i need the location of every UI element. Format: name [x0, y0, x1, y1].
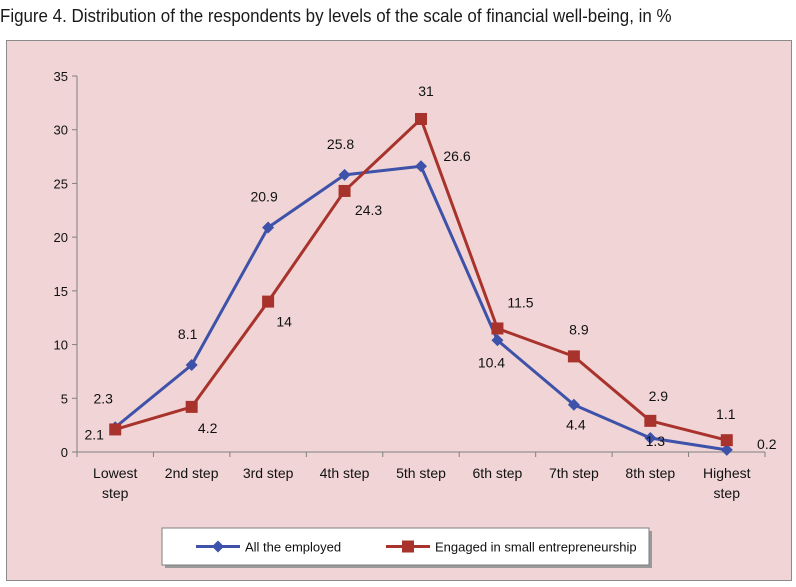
data-point-square	[644, 414, 657, 427]
data-point-diamond	[262, 221, 275, 234]
chart-area: 0 5 10 15 20 25 30 35 Lowest step 2nd step 3rd step…	[6, 40, 792, 581]
data-label: 1.1	[716, 406, 736, 422]
y-tick-label: 35	[54, 69, 68, 84]
y-tick-label: 10	[54, 338, 68, 353]
y-tick-label: 25	[54, 176, 68, 191]
x-tick-label: step	[102, 485, 129, 501]
data-point-diamond	[185, 358, 198, 371]
legend-marker-diamond	[212, 540, 224, 553]
data-label: 2.1	[84, 426, 104, 442]
data-point-square	[720, 434, 733, 447]
data-label: 14	[276, 314, 292, 330]
data-label: 2.3	[93, 390, 113, 406]
data-point-square	[567, 350, 580, 363]
data-label: 0.2	[757, 436, 777, 452]
data-label: 25.8	[327, 136, 354, 152]
data-label: 2.9	[649, 388, 669, 404]
data-label: 11.5	[507, 294, 533, 310]
data-point-square	[338, 184, 351, 197]
x-tick-label: 7th step	[549, 465, 599, 481]
data-label: 1.3	[646, 433, 666, 449]
data-label: 10.4	[478, 354, 505, 370]
x-tick-label: 3rd step	[243, 465, 294, 481]
data-point-diamond	[338, 168, 351, 181]
data-label: 4.2	[198, 420, 218, 436]
legend-label: Engaged in small entrepreneurship	[435, 540, 637, 555]
data-point-diamond	[415, 160, 427, 173]
data-point-diamond	[491, 334, 504, 347]
line-chart: 0 5 10 15 20 25 30 35 Lowest step 2nd step 3rd step…	[54, 69, 777, 568]
data-label: 8.1	[178, 326, 198, 342]
data-label: 4.4	[566, 417, 586, 433]
legend-marker-square	[402, 540, 414, 553]
data-label: 8.9	[569, 321, 589, 337]
data-point-square	[185, 400, 198, 413]
figure-title: Figure 4. Distribution of the respondent…	[0, 6, 672, 26]
data-label: 20.9	[250, 188, 277, 204]
x-tick-label: 5th step	[396, 465, 446, 481]
y-tick-label: 30	[54, 123, 68, 138]
x-tick-label: Lowest	[93, 465, 137, 481]
y-tick-label: 5	[61, 391, 68, 406]
data-label: 24.3	[355, 202, 382, 218]
data-label: 26.6	[443, 148, 470, 164]
x-tick-label: 4th step	[320, 465, 370, 481]
x-tick-label: 8th step	[625, 465, 675, 481]
data-point-square	[109, 423, 122, 436]
x-tick-label: 2nd step	[165, 465, 219, 481]
y-tick-label: 0	[61, 445, 68, 460]
y-tick-label: 20	[54, 230, 68, 245]
data-point-square	[491, 322, 504, 335]
x-tick-label: 6th step	[473, 465, 523, 481]
y-tick-label: 15	[54, 284, 68, 299]
x-tick-label: Highest	[703, 465, 751, 481]
data-point-square	[415, 112, 427, 125]
data-point-square	[262, 295, 275, 308]
data-point-diamond	[567, 398, 580, 411]
data-point-diamond	[644, 432, 657, 445]
legend-label: All the employed	[245, 540, 341, 555]
data-label: 31	[418, 83, 434, 99]
x-tick-label: step	[714, 485, 741, 501]
data-point-diamond	[720, 443, 733, 456]
